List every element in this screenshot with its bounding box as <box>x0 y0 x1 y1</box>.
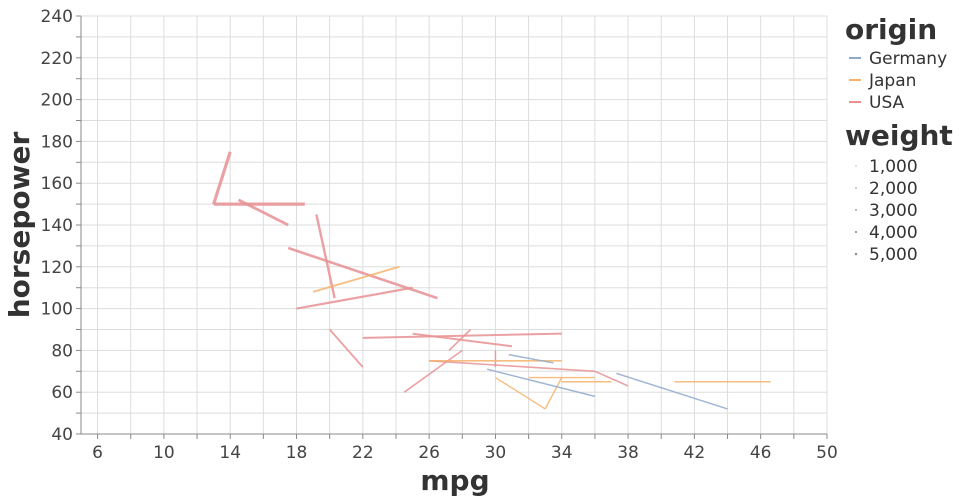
legend-size-label: 4,000 <box>869 223 918 243</box>
y-tick-label: 100 <box>41 300 73 320</box>
x-tick-label: 46 <box>750 443 772 463</box>
line-segment <box>328 328 364 368</box>
grid <box>80 15 828 435</box>
line-segment <box>237 198 289 227</box>
legend-weight-title: weight <box>845 119 953 152</box>
legend-label-usa: USA <box>869 93 905 113</box>
x-tick-label: 42 <box>684 443 706 463</box>
line-segment <box>412 332 513 348</box>
line-segment <box>287 246 438 300</box>
legend-size-mark <box>855 187 857 189</box>
legend-size-label: 5,000 <box>869 245 918 265</box>
x-tick-label: 18 <box>286 443 308 463</box>
line-segment <box>296 286 413 310</box>
legend-size-mark <box>855 209 857 211</box>
y-tick-label: 80 <box>51 341 73 361</box>
line-segment <box>616 372 728 410</box>
line-segment <box>312 265 400 293</box>
line-segment <box>212 151 232 205</box>
x-axis-title: mpg <box>420 464 489 497</box>
y-tick-label: 140 <box>41 216 73 236</box>
legend-label-germany: Germany <box>869 49 947 69</box>
x-tick-label: 22 <box>352 443 374 463</box>
legend-size-label: 1,000 <box>869 157 918 177</box>
y-tick-label: 240 <box>41 7 73 27</box>
legend-origin-title: origin <box>845 13 937 46</box>
x-tick-label: 34 <box>551 443 573 463</box>
x-tick-label: 10 <box>153 443 175 463</box>
x-tick-label: 30 <box>485 443 507 463</box>
x-tick-label: 6 <box>92 443 103 463</box>
y-tick-label: 60 <box>51 383 73 403</box>
legend-size-label: 2,000 <box>869 179 918 199</box>
line-segment <box>594 370 629 387</box>
legend-size-mark <box>854 252 858 256</box>
legend-size-mark <box>855 165 857 167</box>
x-tick-label: 38 <box>617 443 639 463</box>
legend-label-japan: Japan <box>868 71 916 91</box>
x-tick-label: 26 <box>418 443 440 463</box>
series-usa <box>212 151 629 393</box>
series-japan <box>312 265 771 410</box>
line-segment <box>362 332 562 339</box>
line-segment <box>448 328 472 351</box>
y-tick-label: 200 <box>41 91 73 111</box>
line-segment <box>508 353 554 364</box>
x-tick-label: 50 <box>816 443 838 463</box>
line-segment <box>544 377 563 410</box>
line-segment <box>429 360 595 373</box>
y-tick-label: 160 <box>41 174 73 194</box>
legend-size-mark <box>854 230 858 234</box>
y-tick-label: 40 <box>51 425 73 445</box>
y-tick-label: 220 <box>41 49 73 69</box>
series-germany <box>486 353 728 410</box>
x-tick-label: 14 <box>219 443 241 463</box>
line-segment <box>403 349 463 393</box>
y-axis-title: horsepower <box>3 132 36 319</box>
legend-size-label: 3,000 <box>869 201 918 221</box>
chart-lines <box>212 151 771 410</box>
line-segment <box>495 376 546 410</box>
line-segment <box>486 368 596 398</box>
axes: 6 10 14 18 22 26 30 34 38 42 46 50 40 60 80 100 120 140 16… <box>41 7 838 463</box>
y-tick-label: 180 <box>41 132 73 152</box>
y-tick-label: 120 <box>41 258 73 278</box>
line-segment <box>315 214 336 299</box>
